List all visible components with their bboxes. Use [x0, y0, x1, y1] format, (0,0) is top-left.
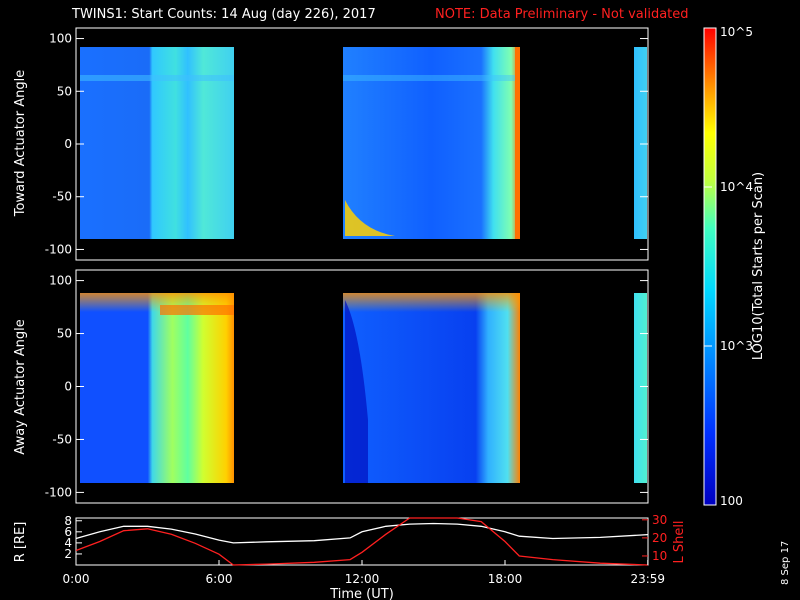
- colorbar-gradient: [703, 27, 717, 506]
- away-top-band-2: [343, 293, 520, 483]
- toward-hot-edge: [515, 47, 520, 239]
- y-tick-label: -50: [52, 432, 72, 446]
- preliminary-note: NOTE: Data Preliminary - Not validated: [435, 7, 689, 22]
- r-tick-label: 8: [64, 514, 72, 528]
- colorbar-tick-label: 10^4: [720, 180, 753, 194]
- y-tick-label: 0: [64, 380, 72, 394]
- away-ylabel: Away Actuator Angle: [13, 319, 28, 454]
- toward-band-60b: [343, 75, 520, 81]
- lshell-tick-label: 20: [652, 531, 667, 545]
- away-dark-wedge: [345, 300, 368, 483]
- y-tick-label: 0: [64, 137, 72, 151]
- away-top-band-1: [80, 293, 234, 483]
- toward-segment-3: [634, 47, 647, 239]
- colorbar-tick-label: 10^5: [720, 25, 753, 39]
- toward-y-ticks: 100 50 0 -50 -100: [45, 32, 648, 256]
- y-tick-label: -50: [52, 190, 72, 204]
- r-ylabel: R [RE]: [13, 522, 28, 563]
- lshell-line: [75, 517, 648, 566]
- x-tick-label: 6:00: [206, 572, 233, 586]
- r-tick-label: 4: [64, 536, 72, 550]
- toward-ylabel: Toward Actuator Angle: [13, 70, 28, 217]
- colorbar-ticks: 10^5 10^4 10^3 100: [704, 25, 753, 508]
- away-heatmap-panel: 100 50 0 -50 -100 Away Actuator Angle: [13, 269, 649, 504]
- toward-hot-corner: [345, 200, 395, 236]
- x-tick-label: 12:00: [345, 572, 380, 586]
- time-x-ticks: 0:00 6:00 12:00 18:00 23:59: [63, 560, 665, 586]
- colorbar-label: LOG10(Total Starts per Scan): [751, 172, 766, 360]
- y-tick-label: 50: [57, 327, 72, 341]
- toward-segment-2: [343, 47, 520, 239]
- date-stamp: 8 Sep 17: [780, 541, 791, 585]
- r-distance-line: [75, 522, 648, 544]
- colorbar-tick-label: 100: [720, 494, 743, 508]
- colorbar: 10^5 10^4 10^3 100 LOG10(Total Starts per S…: [703, 25, 766, 508]
- x-tick-label: 0:00: [63, 572, 90, 586]
- y-tick-label: 50: [57, 84, 72, 98]
- y-tick-label: -100: [45, 485, 72, 499]
- lshell-ylabel: L Shell: [672, 520, 687, 563]
- r-tick-label: 2: [64, 547, 72, 561]
- x-tick-label: 23:59: [630, 572, 665, 586]
- colorbar-tick-label: 10^3: [720, 339, 753, 353]
- chart-title: TWINS1: Start Counts: 14 Aug (day 226), …: [71, 7, 376, 22]
- away-y-ticks: 100 50 0 -50 -100: [45, 274, 648, 499]
- x-tick-label: 18:00: [488, 572, 523, 586]
- toward-band-60: [80, 75, 234, 81]
- time-xlabel: Time (UT): [329, 587, 394, 600]
- lshell-tick-label: 10: [652, 549, 667, 563]
- y-tick-label: -100: [45, 242, 72, 256]
- y-tick-label: 100: [49, 274, 72, 288]
- orbit-lines: [75, 517, 648, 566]
- lshell-tick-label: 30: [652, 513, 667, 527]
- away-segment-3: [634, 293, 647, 483]
- toward-heatmap-panel: 100 50 0 -50 -100 Toward Actuator Angle: [13, 27, 649, 261]
- r-tick-label: 6: [64, 525, 72, 539]
- y-tick-label: 100: [49, 32, 72, 46]
- orbit-panel-frame: [75, 517, 649, 566]
- away-hot-streak: [160, 305, 234, 315]
